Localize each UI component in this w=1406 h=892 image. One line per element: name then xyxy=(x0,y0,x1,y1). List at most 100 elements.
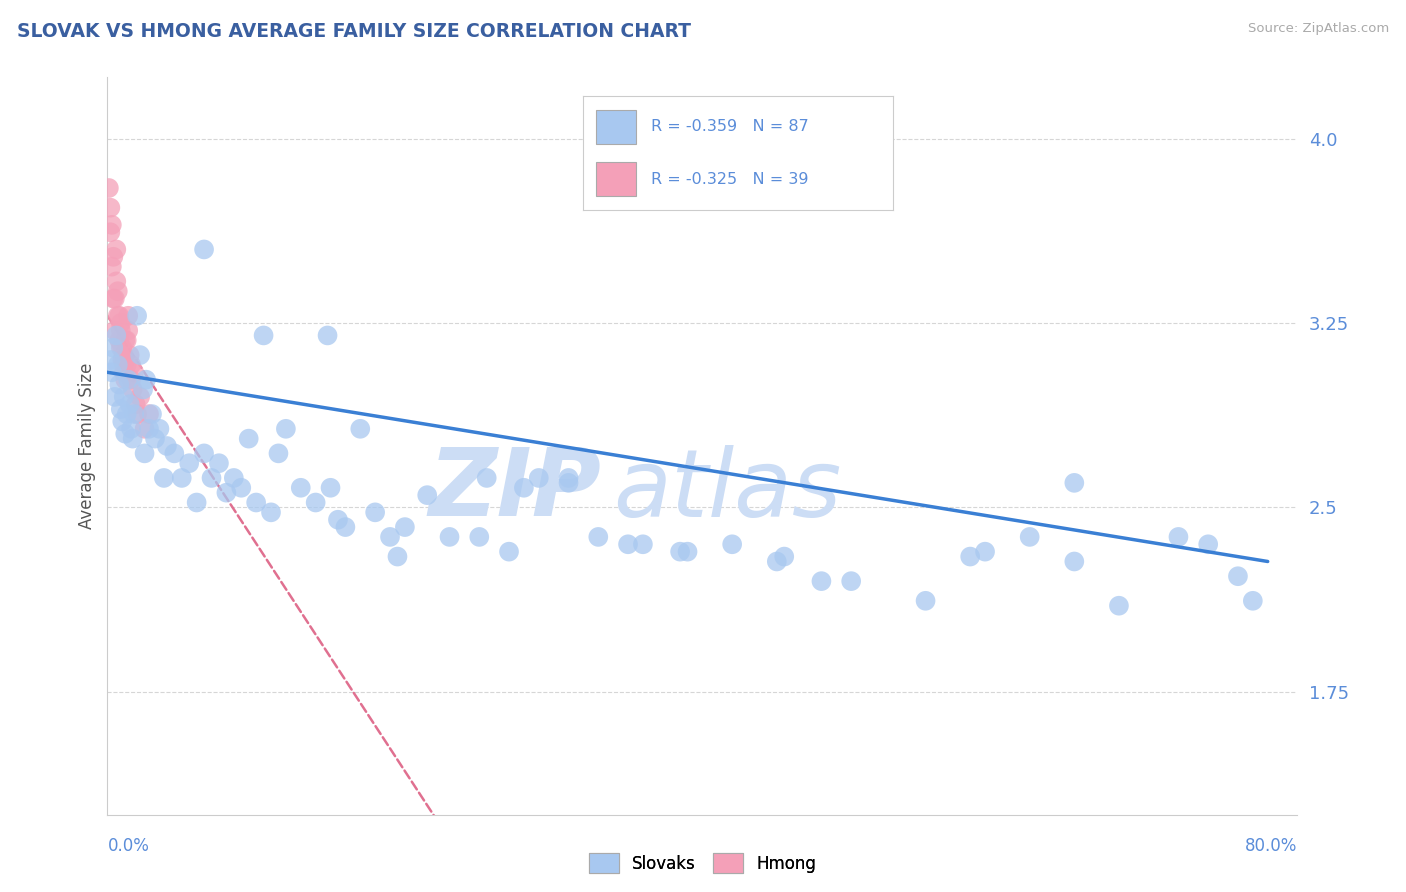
Point xyxy=(765,554,787,568)
Point xyxy=(114,373,136,387)
Point xyxy=(127,309,149,323)
Text: Source: ZipAtlas.com: Source: ZipAtlas.com xyxy=(1249,22,1389,36)
Text: SLOVAK VS HMONG AVERAGE FAMILY SIZE CORRELATION CHART: SLOVAK VS HMONG AVERAGE FAMILY SIZE CORR… xyxy=(17,22,690,41)
Point xyxy=(810,574,832,589)
Point xyxy=(304,495,326,509)
Point xyxy=(117,373,139,387)
Point xyxy=(439,530,461,544)
Point xyxy=(112,358,135,372)
Point xyxy=(1167,530,1189,544)
Point xyxy=(118,397,141,411)
Point xyxy=(134,446,156,460)
Point xyxy=(103,341,125,355)
Point xyxy=(101,260,124,274)
Text: atlas: atlas xyxy=(613,445,841,536)
Point xyxy=(141,407,163,421)
Point xyxy=(669,544,692,558)
Point xyxy=(117,309,139,323)
Point xyxy=(631,537,654,551)
Point xyxy=(105,274,128,288)
Point xyxy=(107,309,129,323)
Point xyxy=(319,481,342,495)
Point xyxy=(107,284,129,298)
Point xyxy=(394,520,416,534)
Point xyxy=(773,549,796,564)
Point xyxy=(110,316,132,330)
Point xyxy=(143,432,166,446)
Point xyxy=(114,334,136,348)
Point xyxy=(676,544,699,558)
Point xyxy=(110,324,132,338)
Point xyxy=(138,407,160,421)
Point xyxy=(179,456,201,470)
Point xyxy=(527,471,550,485)
Point xyxy=(914,594,936,608)
Point xyxy=(104,324,127,338)
Point xyxy=(208,456,231,470)
Point xyxy=(416,488,439,502)
Point xyxy=(290,481,312,495)
Y-axis label: Average Family Size: Average Family Size xyxy=(79,363,96,529)
Legend: Slovaks, Hmong: Slovaks, Hmong xyxy=(582,847,823,880)
Point xyxy=(260,505,283,519)
Point xyxy=(97,181,120,195)
Point xyxy=(238,432,260,446)
Point xyxy=(115,407,138,421)
Point xyxy=(721,537,744,551)
Point xyxy=(129,390,152,404)
Point xyxy=(118,348,141,362)
Point xyxy=(120,422,142,436)
Point xyxy=(122,365,145,379)
Point xyxy=(108,334,131,348)
Point xyxy=(104,292,127,306)
Point xyxy=(245,495,267,509)
Point xyxy=(588,530,610,544)
Point xyxy=(101,365,124,379)
Point xyxy=(112,365,135,379)
Point xyxy=(252,328,274,343)
Point xyxy=(1018,530,1040,544)
Point xyxy=(974,544,997,558)
Point xyxy=(112,348,135,362)
Point xyxy=(557,471,579,485)
Point xyxy=(135,373,157,387)
Point xyxy=(114,426,136,441)
Point xyxy=(193,446,215,460)
Point xyxy=(120,358,142,372)
Point xyxy=(156,439,179,453)
Point xyxy=(132,383,155,397)
Point xyxy=(117,324,139,338)
Text: ZIP: ZIP xyxy=(429,444,602,536)
Point xyxy=(274,422,297,436)
Point xyxy=(316,328,339,343)
Point xyxy=(326,513,349,527)
Point xyxy=(111,353,134,368)
Point xyxy=(231,481,253,495)
Point xyxy=(107,358,129,372)
Point xyxy=(1063,554,1085,568)
Point xyxy=(557,475,579,490)
Point xyxy=(378,530,401,544)
Point xyxy=(513,481,536,495)
Point xyxy=(127,407,149,421)
Point xyxy=(839,574,862,589)
Point xyxy=(267,446,290,460)
Point xyxy=(163,446,186,460)
Point xyxy=(101,218,124,232)
Point xyxy=(122,407,145,421)
Point xyxy=(124,397,146,411)
Point xyxy=(103,250,125,264)
Point xyxy=(498,544,520,558)
Point xyxy=(103,292,125,306)
Point xyxy=(98,353,121,368)
Point xyxy=(959,549,981,564)
Point xyxy=(721,181,744,195)
Point xyxy=(468,530,491,544)
Point xyxy=(121,383,143,397)
Point xyxy=(1063,475,1085,490)
Point xyxy=(129,348,152,362)
Point xyxy=(186,495,208,509)
Point xyxy=(110,341,132,355)
Point xyxy=(335,520,357,534)
Point xyxy=(170,471,193,485)
